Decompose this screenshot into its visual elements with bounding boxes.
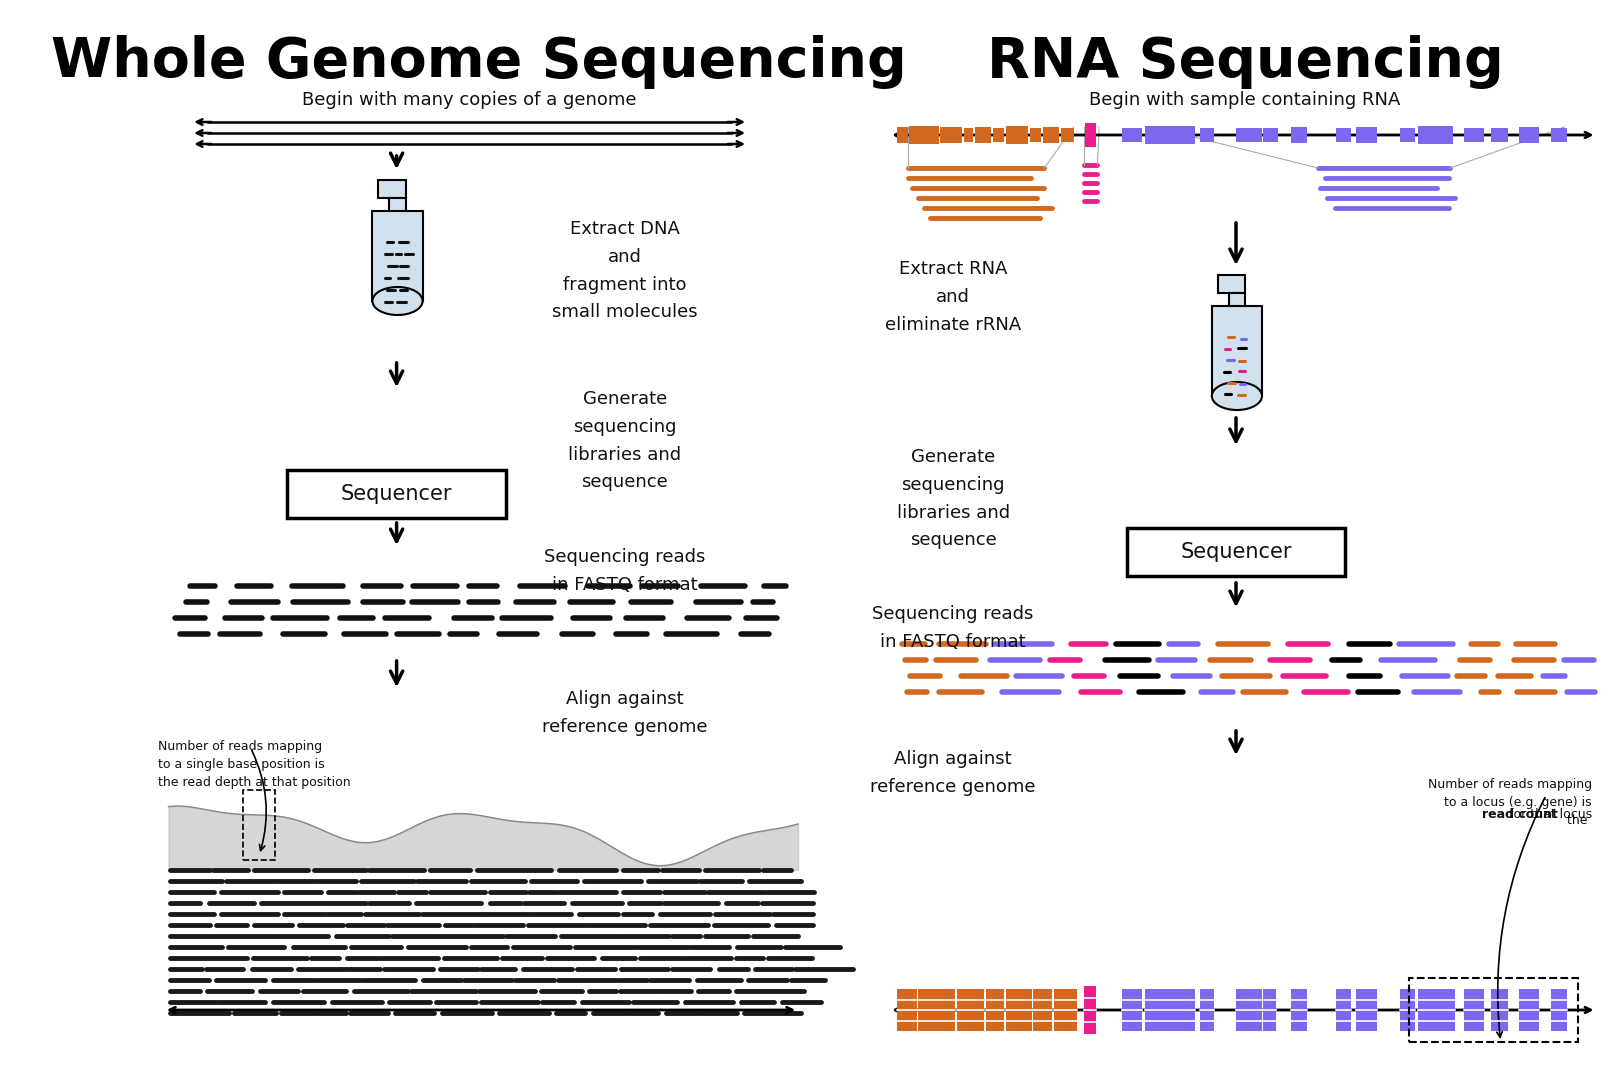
Bar: [1229, 293, 1245, 321]
Bar: [1519, 127, 1539, 143]
Bar: [1121, 989, 1142, 1031]
Bar: [1290, 989, 1307, 1031]
Text: Generate
sequencing
libraries and
sequence: Generate sequencing libraries and sequen…: [897, 448, 1010, 550]
Bar: [372, 211, 422, 301]
Text: Begin with many copies of a genome: Begin with many copies of a genome: [303, 91, 636, 109]
Bar: [897, 127, 907, 143]
Text: Number of reads mapping
to a locus (e.g. gene) is
the: Number of reads mapping to a locus (e.g.…: [1427, 778, 1592, 827]
Bar: [1236, 129, 1261, 141]
Bar: [1551, 989, 1568, 1031]
Bar: [918, 989, 955, 1031]
Bar: [1218, 275, 1245, 293]
Bar: [909, 126, 939, 144]
Text: Align against
reference genome: Align against reference genome: [870, 750, 1036, 796]
Text: Sequencer: Sequencer: [342, 484, 453, 504]
Bar: [1492, 989, 1508, 1031]
Bar: [1492, 129, 1508, 141]
Text: RNA Sequencing: RNA Sequencing: [988, 35, 1503, 89]
Bar: [1126, 528, 1345, 576]
Bar: [1400, 989, 1414, 1031]
Bar: [957, 989, 984, 1031]
Text: Generate
sequencing
libraries and
sequence: Generate sequencing libraries and sequen…: [569, 390, 681, 491]
Bar: [1042, 127, 1058, 143]
Bar: [1263, 989, 1276, 1031]
Bar: [1029, 129, 1041, 141]
Bar: [975, 127, 991, 143]
Bar: [1145, 989, 1195, 1031]
Bar: [379, 180, 406, 198]
Bar: [1200, 989, 1215, 1031]
Bar: [1418, 989, 1455, 1031]
Text: Extract DNA
and
fragment into
small molecules: Extract DNA and fragment into small mole…: [553, 220, 698, 322]
Text: Sequencing reads
in FASTQ format: Sequencing reads in FASTQ format: [545, 548, 706, 594]
Text: Begin with sample containing RNA: Begin with sample containing RNA: [1089, 91, 1402, 109]
Bar: [1356, 989, 1376, 1031]
Bar: [1236, 989, 1261, 1031]
Bar: [1337, 989, 1352, 1031]
Bar: [963, 129, 973, 141]
Bar: [941, 127, 962, 143]
Text: Sequencer: Sequencer: [1181, 542, 1292, 562]
Bar: [1356, 127, 1376, 143]
Bar: [994, 129, 1004, 141]
Bar: [1410, 978, 1579, 1042]
Ellipse shape: [372, 287, 422, 315]
Bar: [1418, 126, 1453, 144]
Bar: [1200, 129, 1215, 141]
Bar: [1337, 129, 1352, 141]
Bar: [1290, 127, 1307, 143]
Bar: [1551, 129, 1568, 141]
Bar: [986, 989, 1004, 1031]
Bar: [1054, 989, 1078, 1031]
Text: for that locus: for that locus: [1505, 808, 1592, 821]
Bar: [1400, 129, 1414, 141]
Bar: [1121, 129, 1142, 141]
Bar: [1211, 306, 1261, 396]
Bar: [1145, 126, 1195, 144]
Bar: [1519, 989, 1539, 1031]
Text: read count: read count: [1482, 808, 1558, 821]
Text: Align against
reference genome: Align against reference genome: [541, 690, 707, 735]
Bar: [1464, 989, 1484, 1031]
Text: Extract RNA
and
eliminate rRNA: Extract RNA and eliminate rRNA: [884, 260, 1021, 334]
Text: Whole Genome Sequencing: Whole Genome Sequencing: [52, 35, 907, 89]
Bar: [897, 989, 917, 1031]
Bar: [1084, 986, 1097, 1034]
Bar: [390, 198, 406, 226]
Text: Sequencing reads
in FASTQ format: Sequencing reads in FASTQ format: [873, 605, 1034, 651]
Bar: [1464, 129, 1484, 141]
Bar: [1007, 126, 1028, 144]
Ellipse shape: [1211, 382, 1261, 410]
Bar: [1007, 989, 1031, 1031]
Bar: [1033, 989, 1052, 1031]
Bar: [243, 789, 275, 860]
Bar: [1060, 129, 1073, 141]
Bar: [1086, 123, 1097, 147]
Bar: [1263, 129, 1278, 141]
Text: Number of reads mapping
to a single base position is
the read depth at that posi: Number of reads mapping to a single base…: [158, 740, 350, 789]
Bar: [287, 470, 506, 518]
